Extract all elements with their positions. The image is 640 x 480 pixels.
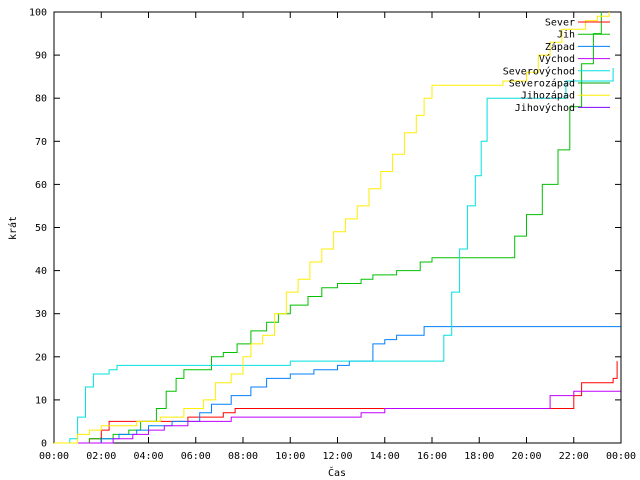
- legend-label: Jihozápad: [521, 90, 575, 102]
- series-line-Sever: [54, 361, 618, 444]
- series-line-Západ: [54, 326, 621, 444]
- series-line-Jih: [54, 12, 602, 444]
- series-line-Jihozápad: [54, 12, 610, 444]
- legend-label: Jihovýchod: [515, 102, 575, 114]
- x-tick-label: 08:00: [228, 451, 258, 462]
- x-tick-label: 14:00: [370, 451, 400, 462]
- x-tick-label: 20:00: [511, 451, 541, 462]
- y-tick-label: 80: [35, 94, 47, 105]
- x-axis-label: Čas: [328, 466, 346, 479]
- series-line-Severovýchod: [54, 68, 614, 444]
- legend-label: Sever: [545, 18, 575, 29]
- axis-ticks: 00:00 02:00 04:00 06:00 08:00 10:00 12:00 14:00…: [29, 8, 636, 463]
- y-axis-label: krát: [7, 216, 19, 240]
- x-tick-label: 22:00: [559, 451, 589, 462]
- y-tick-label: 30: [35, 309, 47, 320]
- y-tick-label: 10: [35, 395, 47, 406]
- legend-label: Severovýchod: [503, 65, 575, 77]
- y-tick-label: 50: [35, 223, 47, 234]
- x-tick-label: 00:00: [606, 451, 636, 462]
- x-tick-label: 10:00: [275, 451, 305, 462]
- series-lines: [54, 12, 621, 444]
- x-tick-label: 16:00: [417, 451, 447, 462]
- series-line-Východ: [54, 390, 621, 444]
- legend-label: Severozápad: [509, 78, 575, 90]
- x-tick-label: 00:00: [39, 451, 69, 462]
- y-tick-label: 40: [35, 266, 47, 277]
- legend: SeverJihZápadVýchodSeverovýchodSeverozáp…: [503, 18, 610, 114]
- y-tick-label: 70: [35, 137, 47, 148]
- x-tick-label: 12:00: [322, 451, 352, 462]
- legend-label: Západ: [545, 41, 575, 53]
- x-tick-label: 04:00: [133, 451, 163, 462]
- legend-label: Jih: [557, 30, 575, 41]
- x-tick-label: 02:00: [86, 451, 116, 462]
- x-tick-label: 06:00: [181, 451, 211, 462]
- y-tick-label: 90: [35, 51, 47, 62]
- y-tick-label: 60: [35, 180, 47, 191]
- legend-label: Východ: [539, 53, 575, 65]
- y-tick-label: 100: [29, 8, 47, 19]
- x-tick-label: 18:00: [464, 451, 494, 462]
- y-tick-label: 0: [41, 439, 47, 450]
- y-tick-label: 20: [35, 352, 47, 363]
